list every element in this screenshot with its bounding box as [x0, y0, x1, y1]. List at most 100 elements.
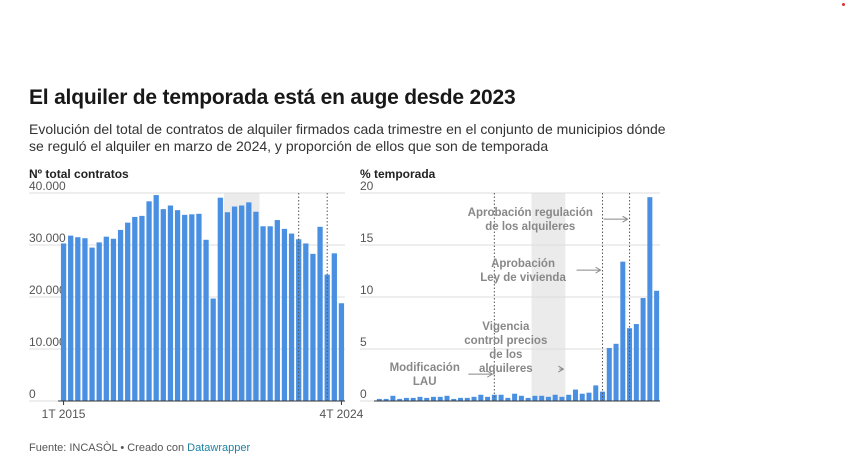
bar: [110, 238, 117, 401]
bar: [117, 229, 124, 401]
annotation-label: Ley de vivienda: [480, 272, 566, 284]
bar: [68, 235, 74, 401]
annotation: Vigencia control precios de los alquileres: [464, 321, 565, 375]
annotation-arrowhead: [622, 215, 629, 223]
bar: [203, 239, 209, 401]
bar: [75, 237, 81, 401]
annotation: Modificación LAU: [390, 362, 494, 388]
bar: [430, 396, 436, 401]
bar: [383, 398, 389, 401]
bar: [654, 290, 660, 401]
bar: [331, 253, 337, 401]
bar: [338, 303, 345, 401]
bar: [505, 397, 511, 401]
bar: [82, 238, 88, 401]
bar: [633, 324, 639, 401]
bar: [303, 243, 309, 401]
bar: [559, 396, 565, 401]
bar: [224, 212, 231, 401]
panel-title: % temporada: [360, 167, 436, 181]
bar: [217, 197, 223, 401]
bar: [310, 253, 316, 401]
bar: [103, 236, 109, 401]
bar: [189, 214, 195, 401]
bar: [410, 397, 416, 401]
bar: [397, 398, 403, 401]
bar: [640, 298, 646, 401]
bar: [376, 398, 382, 401]
bar: [260, 226, 266, 401]
y-tick-label: 30.000: [29, 231, 66, 245]
annotation-arrowhead: [595, 266, 602, 274]
bar: [545, 396, 551, 401]
y-tick-label: 10: [360, 283, 374, 297]
datawrapper-link[interactable]: Datawrapper: [187, 442, 251, 454]
bar: [417, 396, 423, 401]
bar: [458, 397, 464, 401]
bar: [174, 210, 181, 401]
annotation-label: LAU: [413, 376, 437, 388]
y-tick-label: 10.000: [29, 335, 66, 349]
y-tick-label: 15: [360, 231, 374, 245]
bar: [532, 395, 538, 401]
footer-separator: •: [120, 442, 125, 454]
bar: [146, 201, 152, 401]
bar: [132, 216, 138, 401]
annotation-label: de los alquileres: [485, 221, 575, 233]
bar: [96, 242, 102, 401]
bar: [182, 214, 188, 401]
bar: [491, 394, 497, 401]
annotation: Aprobación Ley de vivienda: [480, 258, 602, 284]
annotation-label: Vigencia: [482, 321, 530, 333]
bar: [89, 247, 95, 401]
bar: [167, 205, 174, 401]
bar: [606, 347, 612, 401]
bar: [539, 395, 545, 401]
bar: [274, 220, 280, 401]
bar: [60, 243, 67, 401]
bar: [647, 197, 653, 401]
bar: [267, 226, 273, 401]
bar: [471, 396, 477, 401]
bar: [437, 396, 443, 401]
bar: [239, 205, 245, 401]
footer-created: Creado con: [127, 442, 185, 454]
y-tick-label: 0: [29, 387, 36, 401]
bar: [579, 393, 585, 401]
bar: [424, 397, 430, 401]
bar: [464, 397, 470, 401]
y-tick-label: 0: [360, 387, 367, 401]
bar: [566, 394, 572, 401]
corner-indicator-dot: [842, 3, 845, 6]
bar: [444, 395, 450, 401]
annotation-label: Modificación: [390, 362, 460, 374]
x-tick-label: 1T 2015: [42, 407, 86, 421]
bar: [196, 213, 202, 401]
bar: [139, 215, 145, 401]
footer-source: Fuente: INCASÒL: [29, 442, 118, 454]
bar: [498, 394, 504, 401]
x-tick-label: 4T 2024: [320, 407, 364, 421]
bar: [253, 211, 259, 401]
bar: [231, 206, 238, 401]
annotation-label: control precios: [464, 335, 547, 347]
bar: [552, 394, 558, 401]
chart-subtitle: Evolución del total de contratos de alqu…: [29, 121, 666, 154]
bar: [613, 343, 619, 401]
bar: [246, 202, 252, 401]
bar: [572, 389, 578, 401]
y-tick-label: 20: [360, 179, 374, 193]
y-tick-label: 5: [360, 335, 367, 349]
annotation-label: alquileres: [479, 363, 533, 375]
panel-pct-temporada: % temporada 0 5 10 15 20 Modificación LAU Vigenc…: [360, 167, 660, 402]
annotation-label: Aprobación regulación: [468, 207, 593, 219]
bar: [317, 226, 323, 401]
footer: Fuente: INCASÒL • Creado con Datawrapper: [29, 442, 250, 454]
annotation-arrowhead: [487, 370, 494, 378]
bar: [518, 395, 524, 401]
bar: [512, 393, 518, 401]
bar: [620, 261, 626, 401]
panel-title: Nº total contratos: [29, 167, 129, 181]
panel-total-contratos: Nº total contratos 0 10.000 20.000 30.000 40.…: [29, 167, 364, 421]
